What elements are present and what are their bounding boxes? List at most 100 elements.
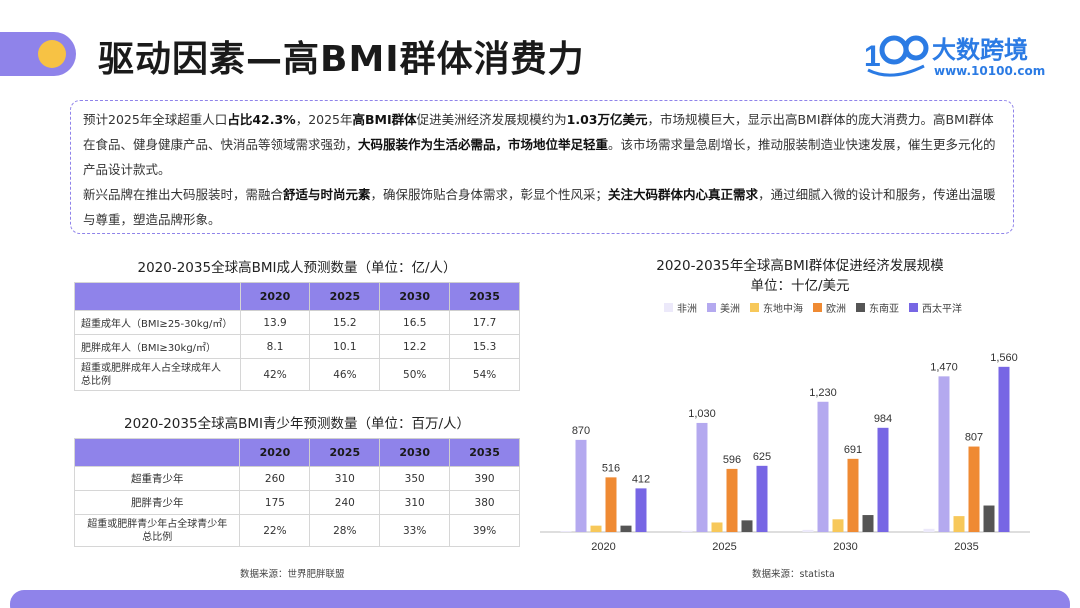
bar-2020-东地中海: [590, 525, 602, 532]
table-cell: 39%: [449, 514, 520, 547]
row-label: 超重成年人（BMI≥25-30kg/㎡）: [74, 310, 241, 335]
x-tick-label: 2025: [712, 541, 736, 553]
data-label: 1,560: [990, 352, 1018, 364]
table-corner: [74, 282, 241, 311]
table-cell: 240: [309, 490, 381, 515]
legend-swatch: [707, 303, 716, 312]
table-cell: 310: [309, 466, 381, 491]
table-row: 肥胖青少年 175 240 310 380: [73, 490, 520, 515]
bar-2025-东南亚: [741, 520, 753, 532]
chart-subtitle: 单位：十亿/美元: [750, 278, 850, 294]
table-row: 超重或肥胖青少年占全球青少年 总比例 22% 28% 33% 39%: [73, 514, 520, 547]
legend-item: 非洲: [664, 300, 697, 315]
table-cell: 10.1: [309, 334, 381, 359]
table-cell: 33%: [379, 514, 451, 547]
data-label: 516: [602, 462, 620, 474]
table-corner: [73, 438, 241, 467]
x-tick-label: 2035: [954, 541, 978, 553]
brand-name: 大数跨境: [932, 36, 1028, 64]
bar-2025-西太平洋: [756, 465, 768, 532]
column-header: 2030: [379, 282, 451, 311]
footer-bar: [10, 590, 1070, 608]
data-label: 1,030: [688, 408, 716, 420]
table-cell: 16.5: [379, 310, 451, 335]
bar-2030-西太平洋: [877, 427, 889, 532]
bar-2025-美洲: [696, 422, 708, 532]
adult-table-header: 2020 2025 2030 2035: [74, 282, 520, 311]
youth-table-header: 2020 2025 2030 2035: [73, 438, 520, 467]
chart-title: 2020-2035年全球高BMI群体促进经济发展规模: [656, 258, 944, 274]
chart-title-block: 2020-2035年全球高BMI群体促进经济发展规模 单位：十亿/美元: [600, 256, 1000, 296]
table-cell: 8.1: [239, 334, 311, 359]
youth-table: 2020 2025 2030 2035 超重青少年 260 310 350 39…: [73, 438, 520, 547]
bar-2030-东地中海: [832, 519, 844, 532]
data-label: 596: [723, 454, 741, 466]
table-cell: 15.3: [449, 334, 520, 359]
legend-item: 东地中海: [750, 300, 803, 315]
table-cell: 13.9: [239, 310, 311, 335]
x-tick-label: 2030: [833, 541, 857, 553]
table-cell: 46%: [309, 358, 381, 391]
legend-item: 欧洲: [813, 300, 846, 315]
bar-2025-非洲: [681, 530, 693, 532]
data-label: 984: [874, 413, 892, 425]
bar-2030-欧洲: [847, 458, 859, 532]
bar-2035-西太平洋: [998, 366, 1010, 532]
legend-swatch: [856, 303, 865, 312]
bar-2035-非洲: [923, 528, 935, 532]
bar-2025-欧洲: [726, 468, 738, 532]
data-label: 807: [965, 432, 983, 444]
chart-legend: 非洲 美洲 东地中海 欧洲 东南亚 西太平洋: [664, 300, 962, 315]
table-row: 超重青少年 260 310 350 390: [73, 466, 520, 491]
legend-label: 美洲: [720, 304, 740, 315]
data-label: 870: [572, 425, 590, 437]
bar-2030-美洲: [817, 401, 829, 532]
brand-url: www.10100.com: [934, 64, 1046, 78]
bar-2020-美洲: [575, 439, 587, 532]
bar-2020-非洲: [560, 531, 572, 532]
table-row: 超重成年人（BMI≥25-30kg/㎡） 13.9 15.2 16.5 17.7: [74, 310, 520, 335]
table-cell: 380: [449, 490, 520, 515]
data-label: 1,470: [930, 361, 958, 373]
column-header: 2020: [239, 282, 311, 311]
brand-logo[interactable]: 1 大数跨境 www.10100.com: [862, 30, 1062, 82]
column-header: 2035: [449, 438, 520, 467]
summary-paragraph-2: 新兴品牌在推出大码服装时，需融合舒适与时尚元素，确保服饰贴合身体需求，彰显个性风…: [83, 187, 996, 227]
table-row: 肥胖成年人（BMI≥30kg/㎡） 8.1 10.1 12.2 15.3: [74, 334, 520, 359]
legend-label: 欧洲: [826, 304, 846, 315]
legend-item: 西太平洋: [909, 300, 962, 315]
bar-2035-东南亚: [983, 505, 995, 532]
right-source-note: 数据来源：statista: [752, 569, 835, 580]
table-cell: 175: [239, 490, 311, 515]
data-label: 691: [844, 444, 862, 456]
table-row: 超重或肥胖成年人占全球成年人 总比例 42% 46% 50% 54%: [74, 358, 520, 391]
bar-2030-东南亚: [862, 515, 874, 532]
bar-2035-美洲: [938, 376, 950, 532]
bar-2020-欧洲: [605, 477, 617, 532]
row-label: 超重青少年: [73, 466, 241, 491]
adult-table-title: 2020-2035全球高BMI成人预测数量（单位：亿/人）: [137, 260, 457, 276]
column-header: 2025: [309, 438, 381, 467]
legend-swatch: [664, 303, 673, 312]
table-cell: 22%: [239, 514, 311, 547]
bar-2020-东南亚: [620, 525, 632, 532]
data-label: 412: [632, 473, 650, 485]
table-cell: 17.7: [449, 310, 520, 335]
table-cell: 350: [379, 466, 451, 491]
bar-2020-西太平洋: [635, 488, 647, 532]
column-header: 2030: [379, 438, 451, 467]
table-cell: 12.2: [379, 334, 451, 359]
table-cell: 28%: [309, 514, 381, 547]
table-cell: 260: [239, 466, 311, 491]
table-cell: 50%: [379, 358, 451, 391]
legend-label: 东地中海: [763, 304, 803, 315]
summary-paragraph-1: 预计2025年全球超重人口占比42.3%，2025年高BMI群体促进美洲经济发展…: [83, 112, 996, 177]
page-title: 驱动因素—高BMI群体消费力: [98, 39, 585, 80]
legend-label: 非洲: [677, 304, 697, 315]
table-cell: 42%: [239, 358, 311, 391]
table-cell: 15.2: [309, 310, 381, 335]
youth-table-title: 2020-2035全球高BMI青少年预测数量（单位：百万/人）: [123, 416, 471, 432]
bar-2035-东地中海: [953, 516, 965, 532]
left-source-note: 数据来源：世界肥胖联盟: [240, 569, 345, 580]
legend-swatch: [909, 303, 918, 312]
